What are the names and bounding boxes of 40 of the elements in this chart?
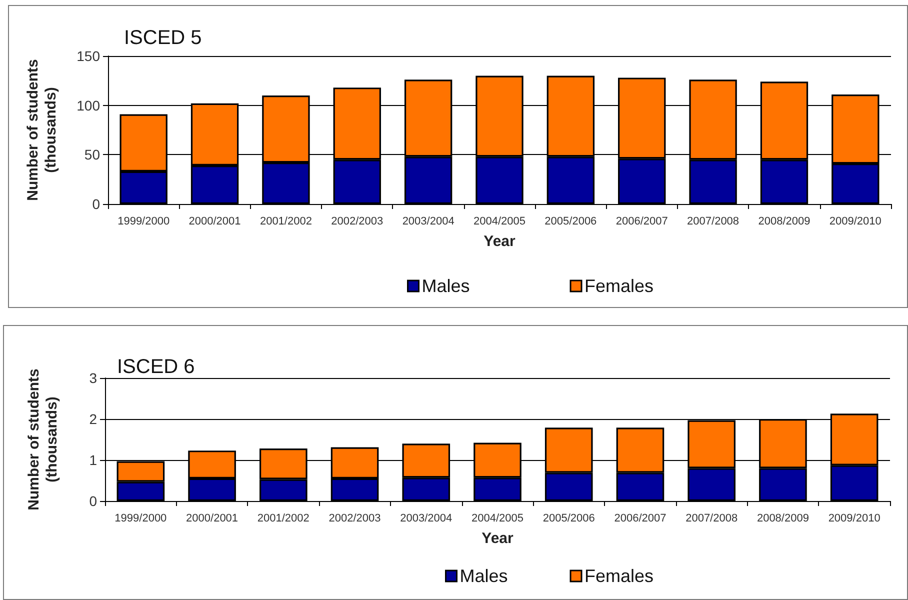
x-tick-label: 2007/2008 — [687, 216, 740, 228]
x-tick-label: 2000/2001 — [186, 512, 238, 524]
x-tick-label: 2005/2006 — [544, 216, 597, 228]
x-axis-title: Year — [482, 530, 514, 547]
x-tick-label: 2009/2010 — [828, 512, 880, 524]
x-tick-label: 2004/2005 — [472, 512, 524, 524]
x-tick-label: 1999/2000 — [118, 216, 170, 228]
y-tick-label: 2 — [89, 411, 98, 427]
x-tick-label: 2002/2003 — [331, 216, 384, 228]
x-tick-label: 2006/2007 — [616, 216, 668, 228]
x-tick-label: 2006/2007 — [614, 512, 666, 524]
x-tick-label: 2008/2009 — [756, 512, 809, 524]
legend-label: Males — [422, 276, 470, 296]
x-tick-label: 2003/2004 — [400, 512, 452, 524]
x-tick-label: 2004/2005 — [474, 216, 526, 228]
legend-label: Males — [460, 566, 508, 586]
legend-label: Females — [584, 566, 654, 586]
y-tick-label: 0 — [89, 493, 98, 509]
chart-title: ISCED 5 — [124, 27, 202, 49]
y-tick-label: 100 — [76, 97, 100, 114]
y-tick-label: 3 — [89, 370, 98, 386]
legend-label: Females — [584, 276, 654, 296]
y-tick-label: 1 — [89, 452, 98, 468]
chart-title: ISCED 6 — [117, 356, 195, 378]
x-tick-label: 2003/2004 — [402, 216, 454, 228]
x-tick-label: 2009/2010 — [829, 216, 882, 228]
y-tick-label: 0 — [92, 196, 100, 212]
x-tick-label: 2001/2002 — [257, 512, 310, 524]
y-tick-label: 50 — [84, 146, 100, 163]
y-axis-title: Number of students (thousands) — [26, 368, 60, 510]
y-tick-label: 150 — [76, 48, 100, 64]
x-tick-label: 2002/2003 — [328, 512, 381, 524]
x-tick-label: 2001/2002 — [260, 216, 312, 228]
x-tick-label: 2008/2009 — [758, 216, 810, 228]
y-axis-title: Number of students (thousands) — [24, 59, 60, 201]
x-tick-label: 2007/2008 — [686, 512, 738, 524]
x-axis-title: Year — [484, 233, 516, 250]
x-tick-label: 2005/2006 — [542, 512, 595, 524]
x-tick-label: 2000/2001 — [188, 216, 241, 228]
x-tick-label: 1999/2000 — [114, 512, 167, 524]
